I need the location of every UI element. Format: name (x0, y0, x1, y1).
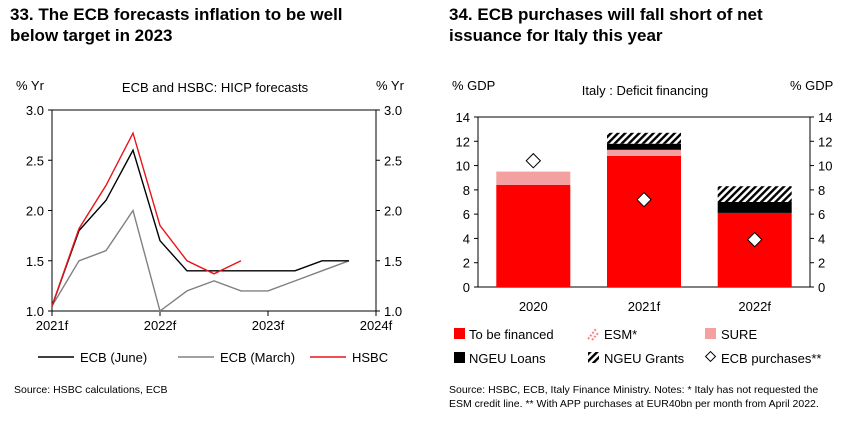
bar-x-tick-label: 2020 (519, 299, 548, 314)
y-tick-label-right: 1.0 (384, 304, 402, 319)
bar-y-tick-label-right: 10 (818, 159, 832, 174)
legend-sure-label: SURE (721, 327, 757, 342)
right-y-unit-left: % GDP (452, 78, 496, 93)
legend-ngeu-loans-label: NGEU Loans (469, 351, 546, 366)
y-tick-label-left: 1.5 (26, 254, 44, 269)
legend-ecb-purchases-label: ECB purchases** (721, 351, 821, 366)
y-tick-label-left: 2.0 (26, 204, 44, 219)
legend-sure-swatch (705, 328, 716, 339)
bar-to-be-financed-2021f (607, 155, 681, 287)
right-y-unit-right: % GDP (790, 78, 834, 93)
bar-y-tick-label-left: 6 (463, 207, 470, 222)
y-tick-label-right: 2.5 (384, 153, 402, 168)
bar-y-tick-label-left: 4 (463, 231, 470, 246)
bar-sure-2020 (496, 171, 571, 185)
legend-ecb-purchases-swatch (704, 350, 717, 363)
right-title-line1: 34. ECB purchases will fall short of net (449, 5, 763, 24)
marker-ecb-purchases-2020 (525, 152, 542, 169)
x-tick-label: 2021f (36, 318, 69, 333)
legend-to-be-financed-swatch (454, 328, 465, 339)
bar-x-tick-label: 2021f (628, 299, 661, 314)
bar-chart: Italy : Deficit financing 0 0 2 2 4 4 6 6 8 8 10 10… (454, 83, 832, 366)
y-tick-label-right: 3.0 (384, 103, 402, 118)
marker-ecb-purchases-2022f (746, 231, 763, 248)
line-chart: ECB and HSBC: HICP forecasts 1.0 1.0 1.5 1.… (26, 80, 402, 365)
series-line-ecb-june (51, 148, 349, 307)
bar-to-be-financed-2020 (496, 185, 571, 287)
bar-y-tick-label-right: 6 (818, 207, 825, 222)
left-source: Source: HSBC calculations, ECB (14, 384, 168, 396)
bar-ngeu-grants-2021f (607, 132, 681, 144)
y-tick-label-left: 2.5 (26, 153, 44, 168)
bar-chart-title: Italy : Deficit financing (582, 83, 708, 98)
right-chart-title: 34. ECB purchases will fall short of net… (449, 4, 763, 46)
legend-to-be-financed-label: To be financed (469, 327, 554, 342)
legend-ecb-june-label: ECB (June) (80, 350, 147, 365)
y-tick-label-left: 1.0 (26, 304, 44, 319)
bar-y-tick-label-right: 12 (818, 134, 832, 149)
y-tick-label-right: 2.0 (384, 204, 402, 219)
x-tick-label: 2024f (360, 318, 393, 333)
bar-ngeu-grants-2022f (717, 186, 792, 202)
left-title-line2: below target in 2023 (10, 26, 173, 45)
legend-esm-label: ESM* (604, 327, 637, 342)
legend-ecb-march-label: ECB (March) (220, 350, 295, 365)
bar-y-tick-label-right: 8 (818, 183, 825, 198)
bar-y-tick-label-right: 4 (818, 231, 825, 246)
bar-y-tick-label-left: 14 (456, 110, 470, 125)
y-tick-label-right: 1.5 (384, 254, 402, 269)
series-line-hsbc (51, 131, 242, 307)
bar-y-tick-label-right: 2 (818, 256, 825, 271)
bar-sure-2021f (607, 149, 681, 156)
left-title-line1: 33. The ECB forecasts inflation to be we… (10, 5, 343, 24)
legend-ngeu-grants-swatch (588, 352, 599, 363)
left-chart-title: 33. The ECB forecasts inflation to be we… (10, 4, 343, 46)
left-y-unit-left: % Yr (16, 78, 44, 93)
line-chart-title: ECB and HSBC: HICP forecasts (122, 80, 309, 95)
bar-ngeu-loans-2021f (607, 143, 681, 150)
legend-esm-swatch (587, 328, 600, 341)
bar-y-tick-label-right: 0 (818, 280, 825, 295)
bar-y-tick-label-left: 8 (463, 183, 470, 198)
right-source-line1: Source: HSBC, ECB, Italy Finance Ministr… (449, 384, 819, 396)
bar-ngeu-loans-2022f (717, 202, 792, 213)
right-title-line2: issuance for Italy this year (449, 26, 663, 45)
bar-x-tick-label: 2022f (738, 299, 771, 314)
bar-y-tick-label-left: 0 (463, 280, 470, 295)
right-source-line2: ESM credit line. ** With APP purchases a… (449, 398, 819, 410)
bar-y-tick-label-left: 12 (456, 134, 470, 149)
right-source: Source: HSBC, ECB, Italy Finance Ministr… (449, 383, 819, 411)
legend-ngeu-grants-label: NGEU Grants (604, 351, 685, 366)
x-tick-label: 2023f (252, 318, 285, 333)
bar-y-tick-label-right: 14 (818, 110, 832, 125)
bar-to-be-financed-2022f (717, 212, 792, 287)
left-y-unit-right: % Yr (376, 78, 404, 93)
legend-ngeu-loans-swatch (454, 352, 465, 363)
bar-y-tick-label-left: 2 (463, 256, 470, 271)
legend-hsbc-label: HSBC (352, 350, 388, 365)
y-tick-label-left: 3.0 (26, 103, 44, 118)
x-tick-label: 2022f (144, 318, 177, 333)
series-line-ecb-march (51, 208, 350, 313)
marker-ecb-purchases-2021f (636, 191, 652, 208)
bar-y-tick-label-left: 10 (456, 159, 470, 174)
